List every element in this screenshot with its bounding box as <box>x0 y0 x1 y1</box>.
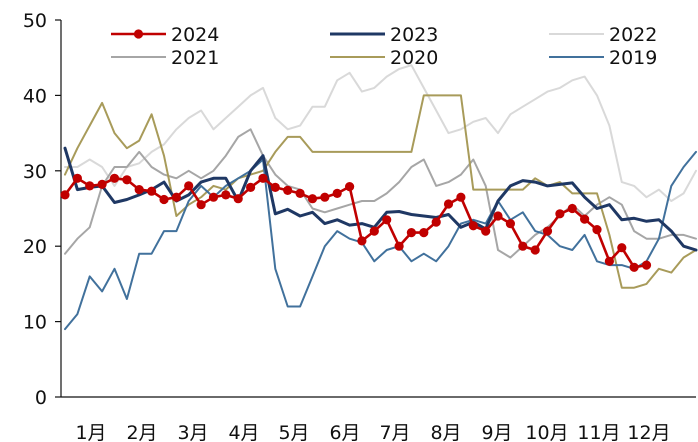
series-line-2020 <box>64 94 697 289</box>
data-point-2024 <box>419 228 429 238</box>
data-point-2024 <box>443 199 454 209</box>
data-point-2024 <box>617 243 627 253</box>
legend-label-2021: 2021 <box>171 47 219 69</box>
series-line-2022 <box>64 64 697 202</box>
data-point-2024 <box>233 194 243 204</box>
data-point-2024 <box>320 192 330 202</box>
data-point-2024 <box>555 209 565 219</box>
data-point-2024 <box>307 194 318 204</box>
y-tick-label: 20 <box>23 236 47 258</box>
data-point-2024 <box>394 241 404 251</box>
data-point-2024 <box>97 179 107 189</box>
legend-label-2023: 2023 <box>390 24 438 46</box>
x-tick-label: 4月 <box>228 422 259 442</box>
y-axis: 0 10 20 30 40 50 <box>23 10 62 409</box>
data-point-2024 <box>530 245 540 255</box>
data-point-2024 <box>382 215 392 225</box>
legend-label-2019: 2019 <box>609 47 657 69</box>
legend-label-2020: 2020 <box>390 47 438 69</box>
legend-marker-2024 <box>133 29 144 39</box>
data-point-2024 <box>270 182 280 192</box>
x-tick-label: 2月 <box>126 422 157 442</box>
legend-label-2022: 2022 <box>609 24 657 46</box>
y-tick-label: 30 <box>23 161 47 183</box>
data-point-2024 <box>295 188 305 198</box>
data-point-2024 <box>109 173 120 183</box>
series-line-2019 <box>64 150 697 331</box>
data-point-2024 <box>641 260 652 270</box>
data-point-2024 <box>332 188 342 198</box>
x-tick-label: 8月 <box>430 422 461 442</box>
data-point-2024 <box>629 262 639 272</box>
data-point-2024 <box>604 256 615 266</box>
legend: 2024 2023 2022 2021 2020 2019 <box>111 24 657 69</box>
x-tick-label: 1月 <box>75 422 106 442</box>
x-tick-label: 3月 <box>177 422 208 442</box>
data-point-2024 <box>196 200 206 210</box>
data-point-2024 <box>481 226 491 236</box>
x-tick-label: 5月 <box>278 422 309 442</box>
data-point-2024 <box>134 185 144 195</box>
y-tick-label: 0 <box>35 387 47 409</box>
x-tick-label: 7月 <box>379 422 410 442</box>
x-tick-label: 6月 <box>329 422 360 442</box>
data-point-2024 <box>184 181 194 191</box>
series-line-2021 <box>64 128 697 259</box>
data-point-2024 <box>505 219 515 229</box>
data-point-2024 <box>369 226 379 236</box>
data-point-2024 <box>72 173 82 183</box>
x-tick-label: 10月 <box>525 422 568 442</box>
data-point-2024 <box>147 186 157 196</box>
data-point-2024 <box>208 192 219 202</box>
data-point-2024 <box>542 226 553 236</box>
data-point-2024 <box>431 217 441 227</box>
data-point-2024 <box>221 190 231 200</box>
data-point-2024 <box>592 225 602 235</box>
series-line-2023 <box>63 146 698 252</box>
data-point-2024 <box>406 228 416 238</box>
x-tick-label: 12月 <box>627 422 670 442</box>
data-point-2024 <box>122 175 132 185</box>
data-point-2024 <box>246 182 256 192</box>
data-point-2024 <box>159 194 169 205</box>
data-point-2024 <box>85 181 95 191</box>
data-point-2024 <box>493 211 503 221</box>
legend-label-2024: 2024 <box>171 24 219 46</box>
data-point-2024 <box>258 173 268 183</box>
data-point-2024 <box>60 190 70 200</box>
x-tick-label: 11月 <box>577 422 620 442</box>
data-point-2024 <box>345 182 355 192</box>
data-point-2024 <box>567 203 577 214</box>
data-point-2024 <box>580 214 590 224</box>
y-tick-label: 40 <box>23 85 47 107</box>
series-lines <box>60 64 698 331</box>
x-tick-label: 9月 <box>481 422 512 442</box>
data-point-2024 <box>518 241 528 251</box>
data-point-2024 <box>171 192 181 202</box>
data-point-2024 <box>283 185 293 195</box>
data-point-2024 <box>456 192 466 202</box>
data-point-2024 <box>468 221 478 231</box>
data-point-2024 <box>357 236 367 246</box>
y-tick-label: 50 <box>23 10 47 32</box>
x-axis: 1月 2月 3月 4月 5月 6月 7月 8月 9月 10月 11月 12月 <box>61 396 696 442</box>
y-tick-label: 10 <box>23 312 47 334</box>
